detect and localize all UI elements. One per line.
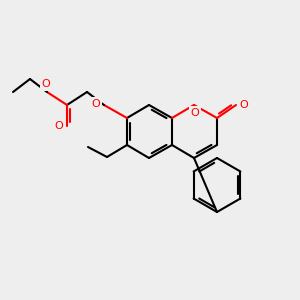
Text: O: O — [42, 79, 50, 89]
Text: O: O — [240, 100, 248, 110]
Text: O: O — [190, 108, 200, 118]
Text: O: O — [92, 99, 100, 109]
Text: O: O — [55, 121, 63, 131]
